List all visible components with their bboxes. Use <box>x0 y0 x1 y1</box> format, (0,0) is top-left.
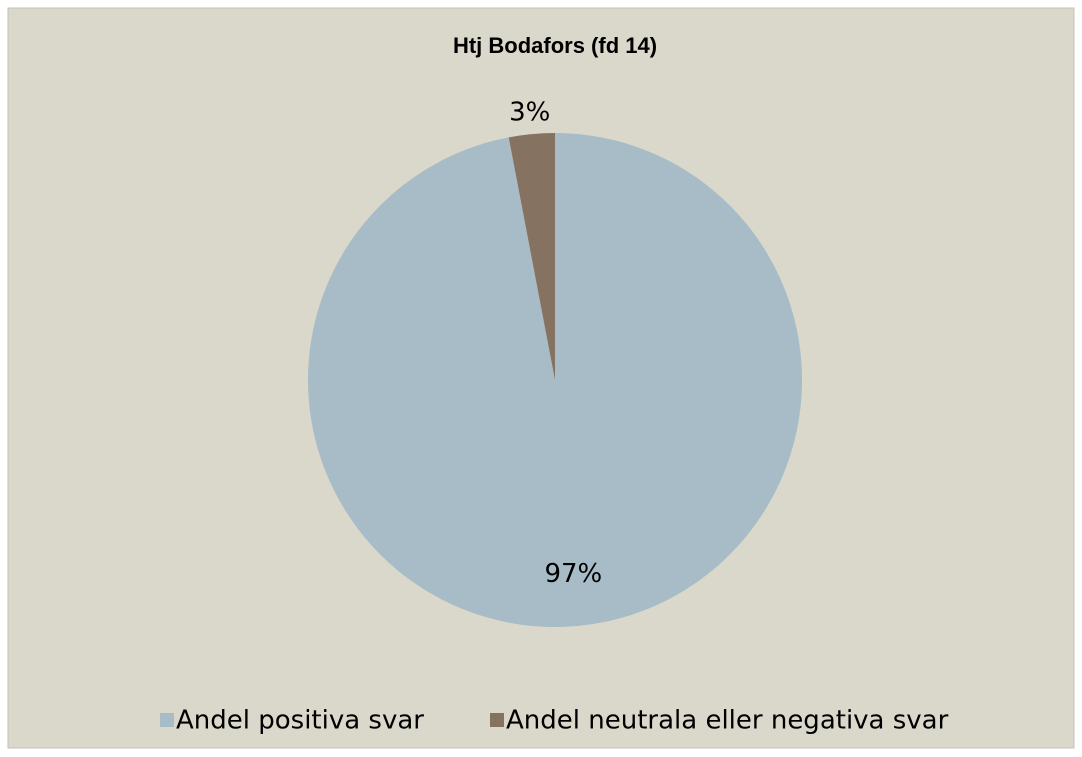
pie-slice <box>508 133 555 380</box>
data-label: 97% <box>544 559 602 589</box>
data-label: 3% <box>509 98 550 128</box>
legend-label: Andel positiva svar <box>176 706 424 736</box>
legend-swatch <box>490 713 504 727</box>
legend-swatch <box>160 713 174 727</box>
pie-slice <box>307 133 802 627</box>
chart-title: Htj Bodafors (fd 14) <box>453 33 657 58</box>
legend-label: Andel neutrala eller negativa svar <box>506 706 949 736</box>
